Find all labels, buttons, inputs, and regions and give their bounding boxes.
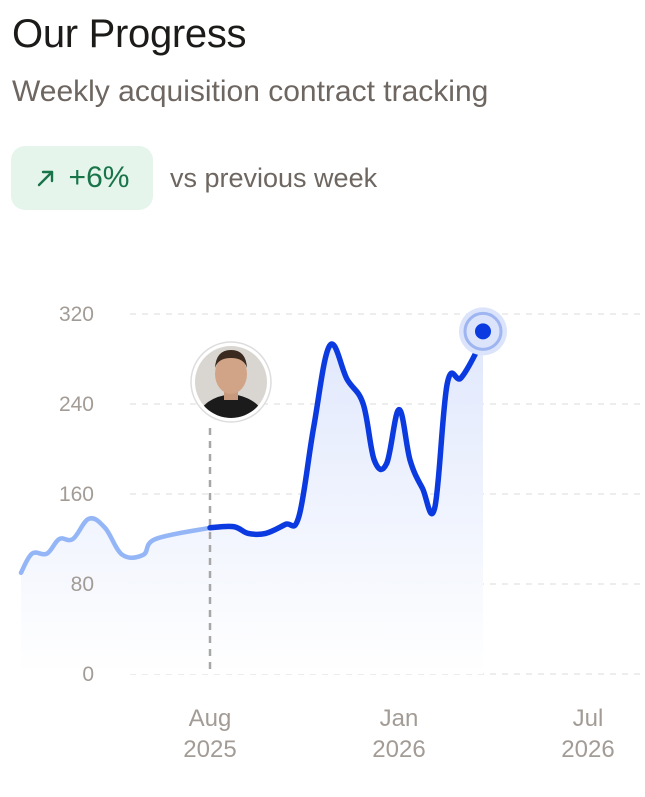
latest-point: [475, 323, 491, 340]
latest-point-marker: [459, 307, 507, 356]
progress-chart: 0 80 160 240 320 Aug 2025 Jan 2026 Jul 2026: [18, 303, 642, 763]
area-fill: [21, 335, 483, 674]
y-tick-label: 80: [71, 573, 94, 596]
x-tick-label-year: 2026: [372, 736, 425, 763]
latest-point-ring: [463, 311, 503, 351]
x-tick-label: Jul: [573, 705, 604, 732]
page-title: Our Progress: [12, 12, 247, 56]
series-line-current: [207, 332, 486, 538]
y-tick-label: 0: [82, 663, 94, 686]
y-tick-label: 160: [59, 483, 94, 506]
y-tick-label: 320: [59, 303, 94, 326]
change-badge: +6%: [11, 146, 153, 210]
series-line-past: [18, 516, 213, 576]
arrow-up-right-icon: [37, 170, 53, 187]
user-avatar: [190, 341, 272, 423]
x-tick-label: Jan: [380, 705, 419, 732]
change-value: +6%: [68, 161, 130, 194]
change-caption: vs previous week: [170, 163, 378, 193]
y-tick-label: 240: [59, 393, 94, 416]
x-tick-label-year: 2025: [183, 736, 236, 763]
x-tick-label-year: 2026: [561, 736, 614, 763]
x-tick-label: Aug: [189, 705, 232, 732]
page-subtitle: Weekly acquisition contract tracking: [12, 75, 489, 108]
